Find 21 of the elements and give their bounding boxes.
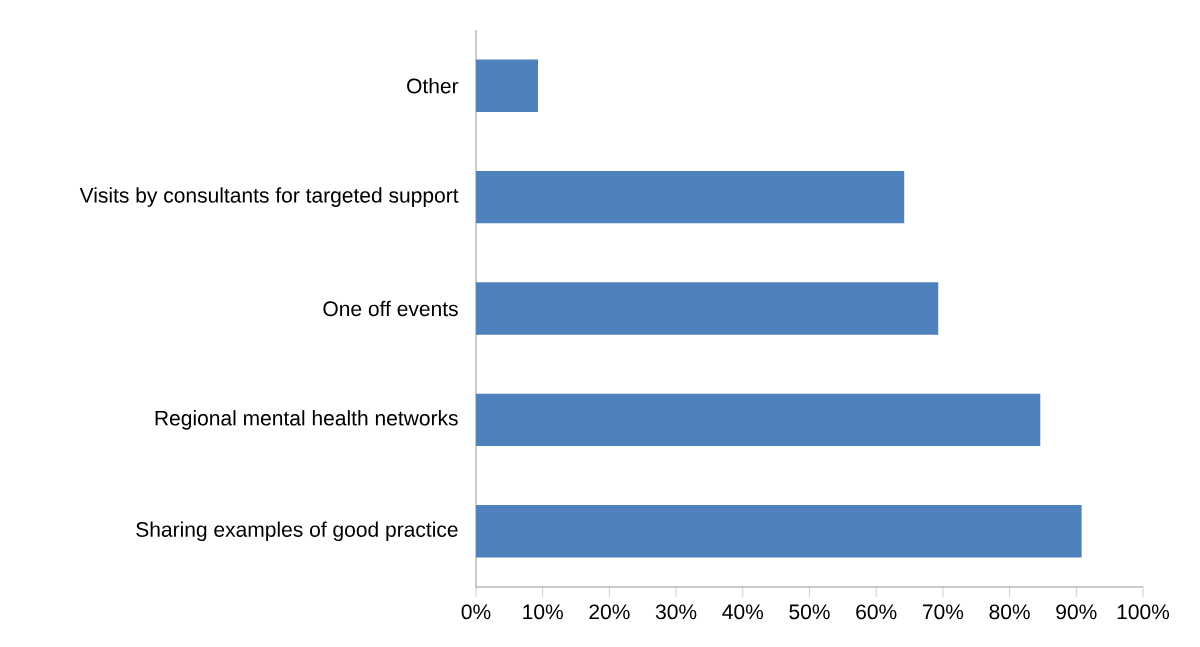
x-tick-label: 30% (655, 604, 697, 620)
x-tick-label: 20% (589, 604, 630, 620)
y-tick-label: Visits by consultants for targeted support (79, 187, 459, 207)
bar (476, 393, 1041, 447)
y-tick-label: Regional mental health networks (155, 410, 458, 430)
x-tick-label: 80% (989, 604, 1030, 620)
x-tick-label: 60% (856, 604, 897, 620)
x-tick-label: 50% (789, 604, 830, 620)
bar (476, 282, 939, 335)
x-tick-label: 100% (1117, 604, 1170, 620)
x-tick-label: 0% (461, 604, 491, 620)
x-tick-label: 40% (722, 604, 764, 620)
x-tick-label: 90% (1056, 604, 1097, 620)
y-tick-label: Other (407, 77, 459, 94)
bar (476, 59, 539, 112)
y-tick-label: One off events (323, 300, 458, 317)
bar (476, 170, 905, 224)
x-tick-label: 10% (523, 604, 563, 620)
x-tick-label: 70% (922, 604, 964, 620)
y-tick-label: Sharing examples of good practice (136, 521, 458, 542)
bar (476, 505, 1082, 558)
